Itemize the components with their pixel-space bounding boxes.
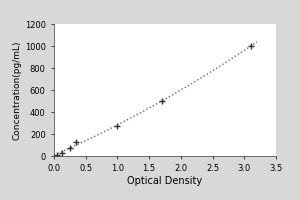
Point (159, 99, 164, 103)
Point (59, 151, 64, 154)
Point (68, 146, 72, 149)
Point (115, 125, 120, 128)
Point (74, 140, 79, 143)
Point (55, 154, 60, 157)
Y-axis label: Concentration(pg/mL): Concentration(pg/mL) (13, 40, 22, 140)
Point (248, 44, 253, 48)
X-axis label: Optical Density: Optical Density (128, 176, 202, 186)
